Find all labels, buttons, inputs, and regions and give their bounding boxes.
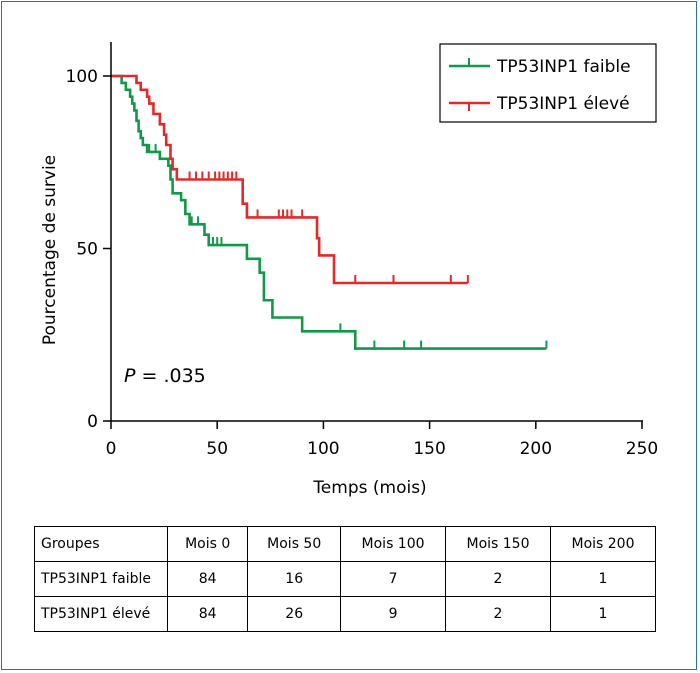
risk-table-header-groups: Groupes [34,526,168,562]
x-tick-label: 250 [626,439,658,459]
y-tick-label: 100 [66,67,98,87]
series-line-faible [111,74,547,350]
x-tick-label: 200 [520,439,552,459]
risk-table-count: 9 [340,596,447,632]
risk-table-row: TP53INP1 élevé 84 26 9 2 1 [34,596,657,632]
risk-table-header-cell: Mois 200 [549,526,657,562]
risk-table-header-row: Groupes Mois 0 Mois 50 Mois 100 Mois 150 Mois… [34,526,657,562]
x-tick-label: 0 [106,439,117,459]
x-tick-label: 50 [206,439,228,459]
legend-label-eleve: TP53INP1 élevé [496,94,630,114]
risk-table-count: 84 [166,561,249,597]
plot-area [111,74,548,350]
p-value-number: = .035 [135,365,205,387]
risk-table-header-cell: Mois 150 [445,526,551,562]
legend-label-faible: TP53INP1 faible [496,57,631,77]
risk-table-header-cell: Mois 50 [247,526,342,562]
risk-table-row: TP53INP1 faible 84 16 7 2 1 [34,561,657,597]
x-tick-label: 100 [307,439,339,459]
risk-table-header-cell: Mois 100 [340,526,447,562]
risk-table-count: 26 [247,596,342,632]
risk-table-header-cell: Mois 0 [166,526,249,562]
risk-table-count: 2 [445,561,551,597]
y-tick-label: 50 [76,240,98,260]
risk-table: Groupes Mois 0 Mois 50 Mois 100 Mois 150 Mois… [34,526,657,632]
risk-table-count: 2 [445,596,551,632]
risk-table-count: 1 [549,596,657,632]
risk-table-count: 84 [166,596,249,632]
x-axis-label: Temps (mois) [312,478,426,498]
axes: 0 50 100 150 200 250 0 50 100 [66,42,658,459]
x-tick-label: 150 [413,439,445,459]
risk-table-group-name: TP53INP1 faible [34,561,168,597]
y-tick-label: 0 [87,412,98,432]
risk-table-group-name: TP53INP1 élevé [34,596,168,632]
legend-box [439,43,657,123]
legend: TP53INP1 faible TP53INP1 élevé [439,43,657,123]
y-axis-label: Pourcentage de survie [40,155,60,345]
series-line-eleve [111,74,468,285]
p-value-annotation: P = .035 [124,365,206,387]
risk-table-count: 7 [340,561,447,597]
survival-chart: 0 50 100 150 200 250 0 50 100 Temps (mois) Pourc… [40,42,658,498]
p-value-label: P [124,365,136,387]
risk-table-count: 1 [549,561,657,597]
risk-table-count: 16 [247,561,342,597]
